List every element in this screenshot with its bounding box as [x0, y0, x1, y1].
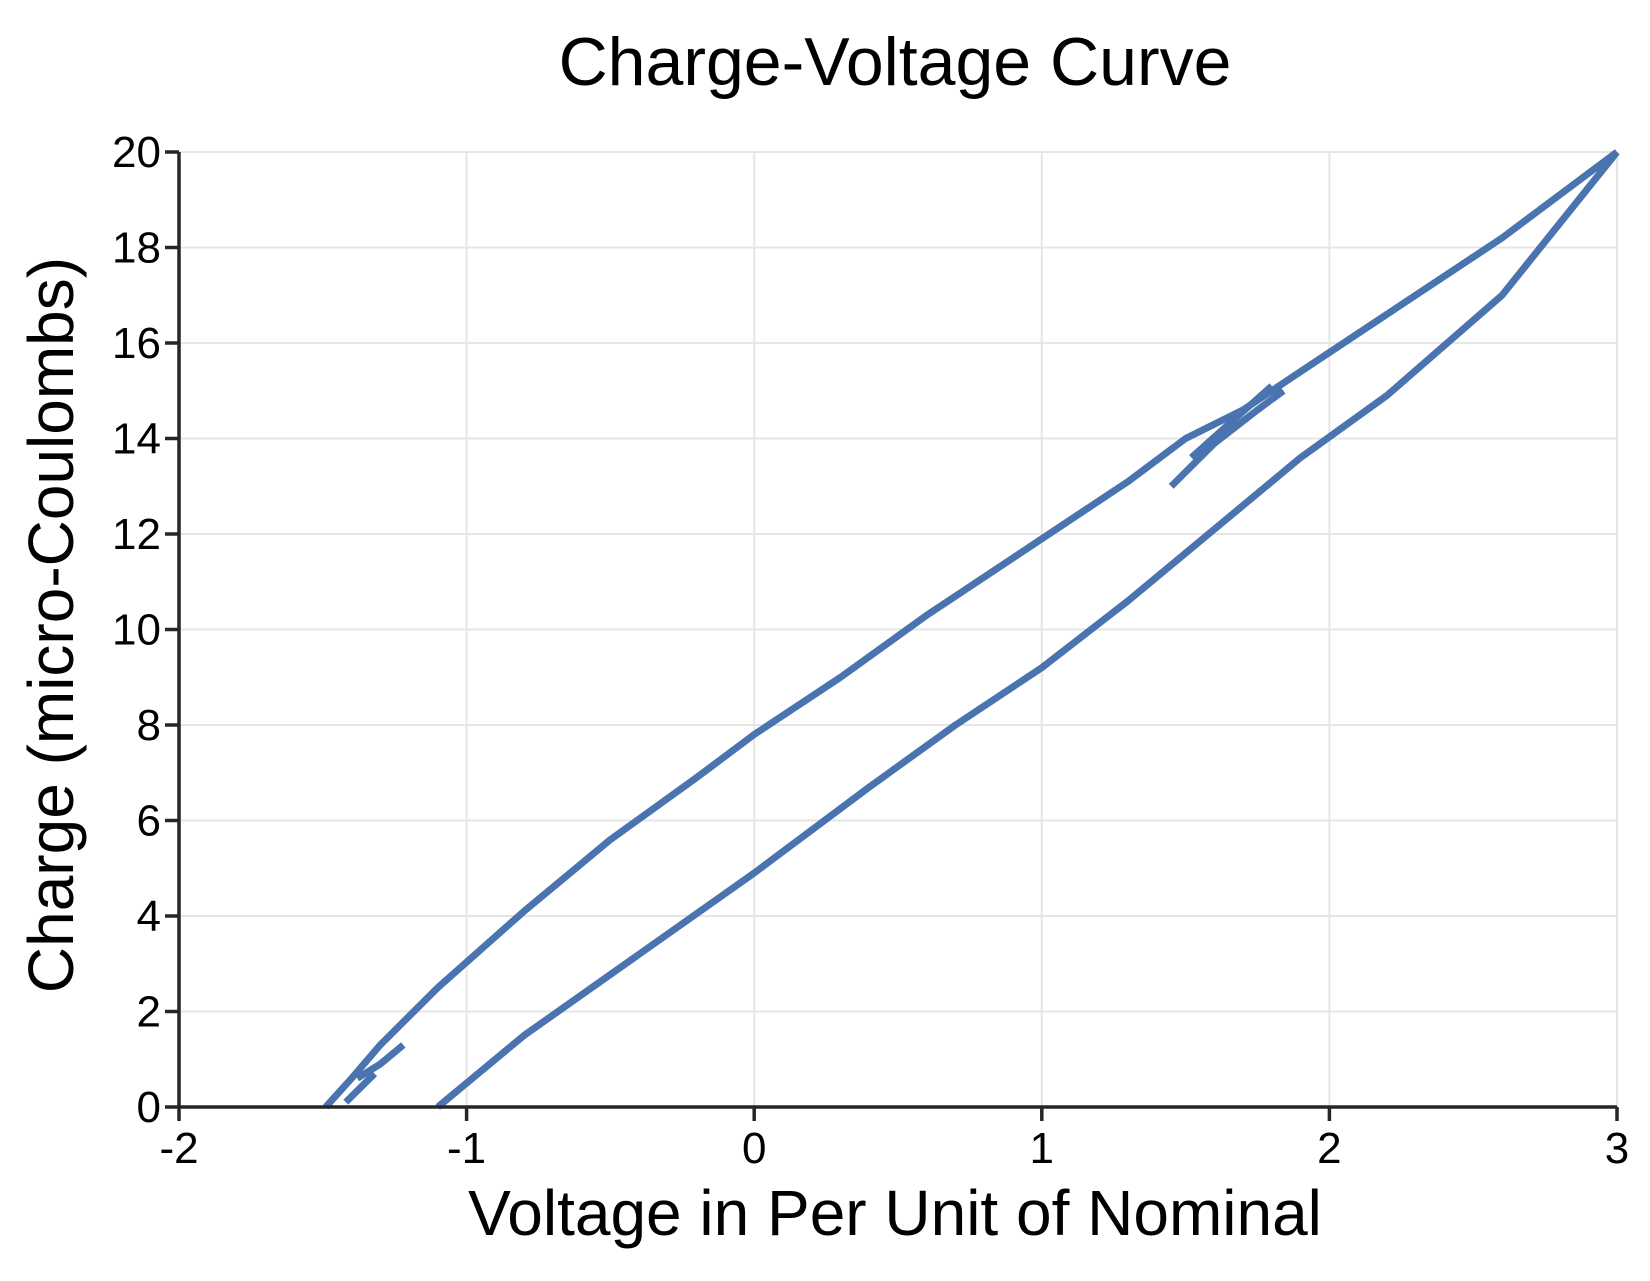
x-tick-label: 2	[1317, 1124, 1341, 1173]
series-line-minor-loop-upper-2	[1189, 383, 1275, 461]
y-tick-label: 0	[137, 1083, 161, 1132]
x-tick-label: 3	[1605, 1124, 1629, 1173]
y-tick-label: 14	[112, 415, 161, 464]
y-tick-label: 18	[112, 224, 161, 273]
x-tick-label: -2	[159, 1124, 198, 1173]
x-axis-label: Voltage in Per Unit of Nominal	[468, 1177, 1322, 1249]
y-tick-label: 10	[112, 606, 161, 655]
x-tick-label: 1	[1030, 1124, 1054, 1173]
y-tick-label: 12	[112, 510, 161, 559]
series-line-minor-loop-lower	[343, 1071, 378, 1105]
series-line-minor-loop-lower-2	[355, 1042, 406, 1082]
grid	[178, 151, 1618, 1108]
data-series	[323, 149, 1620, 1110]
y-axis-label: Charge (micro-Coulombs)	[15, 257, 87, 993]
series-line-lower-branch	[435, 149, 1620, 1110]
chart-title: Charge-Voltage Curve	[559, 24, 1232, 100]
y-tick-label: 16	[112, 319, 161, 368]
x-tick-label: 0	[742, 1124, 766, 1173]
axes	[165, 150, 1619, 1121]
y-tick-label: 6	[137, 797, 161, 846]
y-tick-label: 8	[137, 701, 161, 750]
y-tick-label: 20	[112, 128, 161, 177]
x-tick-label: -1	[447, 1124, 486, 1173]
series-line-minor-loop-upper	[1168, 387, 1286, 489]
series-line-upper-branch	[323, 149, 1620, 1110]
y-tick-label: 2	[137, 988, 161, 1037]
y-tick-label: 4	[137, 892, 161, 941]
